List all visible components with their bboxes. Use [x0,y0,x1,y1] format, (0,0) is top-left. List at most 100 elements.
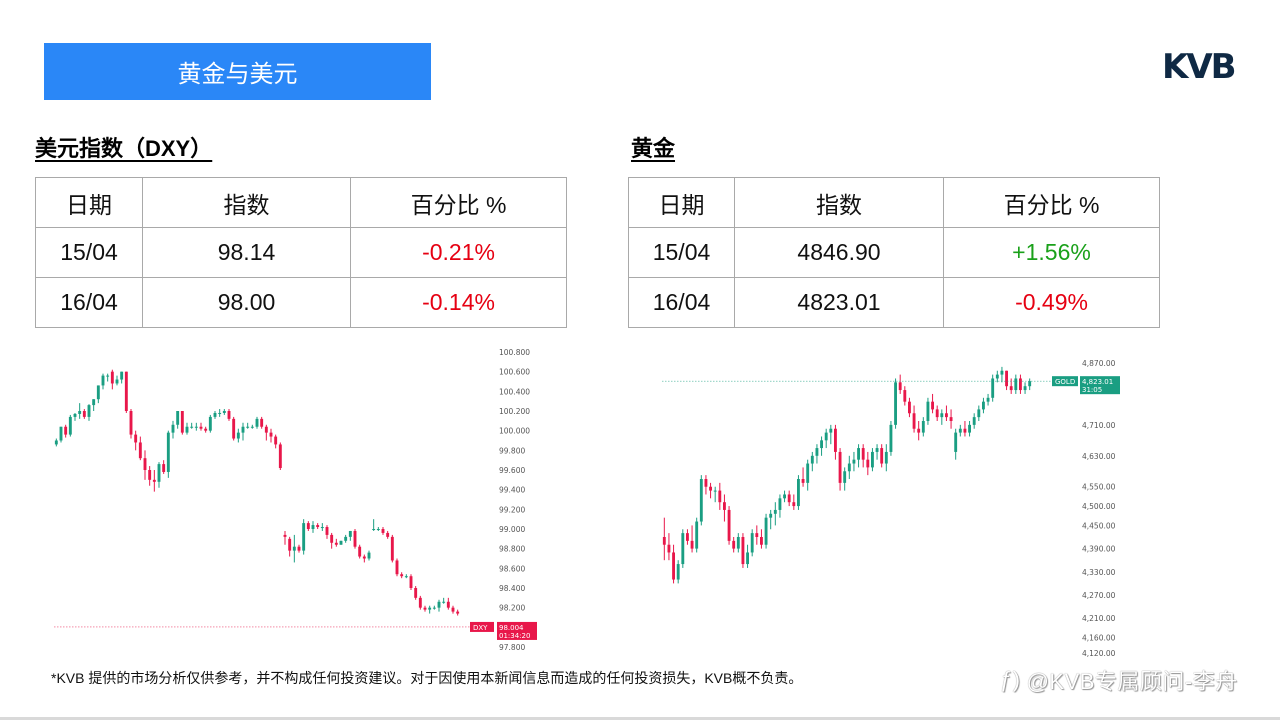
candle [829,424,833,445]
y-axis-tick: 4,630.00 [1082,452,1116,461]
candle [945,405,948,421]
header-index: 指数 [142,177,351,228]
countdown-label: 31:05 [1082,386,1102,394]
candle [96,385,100,404]
candle [709,482,712,499]
gold-table: 日期 指数 百分比 % 15/04 4846.90 +1.56% 16/04 4… [628,177,1160,328]
candle [87,404,91,421]
y-axis-tick: 4,450.00 [1082,521,1116,530]
cell-percent: -0.21% [350,227,567,278]
candle [797,475,800,510]
candle [727,506,731,545]
cell-date: 15/04 [35,227,143,278]
candle [78,403,82,419]
section-banner: 黄金与美元 [44,43,431,100]
candle [432,605,436,610]
candle [690,525,694,553]
cell-date: 15/04 [628,227,735,278]
candle [269,428,273,443]
candle [325,525,329,539]
y-axis-tick: 100.600 [499,368,530,377]
candle [982,397,985,414]
candle [894,378,897,429]
candle [306,521,310,531]
candle [442,597,446,604]
y-axis-tick: 99.400 [499,486,525,495]
symbol-tag: GOLD [1055,378,1075,386]
candle [395,558,399,577]
candle [316,523,320,529]
candle [672,544,675,584]
countdown-label: 01:34:20 [499,632,530,640]
price-label: 4,823.01 [1082,378,1113,386]
header-percent: 百分比 % [943,177,1160,228]
candle [662,517,666,561]
candle [917,421,921,441]
candle [376,527,380,531]
candle [283,530,287,545]
header-date: 日期 [35,177,143,228]
y-axis-tick: 4,120.00 [1082,649,1116,658]
candle [264,424,268,441]
candle [278,442,282,470]
y-axis-tick: 99.800 [499,446,525,455]
y-axis-tick: 4,210.00 [1082,614,1116,623]
candle [367,550,371,561]
candle [358,544,362,559]
candle [977,405,981,421]
candle [292,534,296,563]
symbol-tag: DXY [473,624,488,632]
candle [176,411,180,429]
candle [843,467,847,491]
candle [834,424,837,460]
candle [736,533,740,553]
candle [227,409,231,421]
candle [404,574,408,579]
logo-text: KVB [1162,47,1235,83]
cell-percent: -0.49% [943,277,1160,328]
candle [824,428,828,449]
candle [288,536,292,557]
candle [255,416,259,429]
candle [723,494,726,522]
candle [372,519,376,531]
candle [236,428,240,443]
candle [732,537,736,553]
candle [935,405,939,421]
candle [681,529,685,568]
candle [92,399,96,411]
y-axis-tick: 99.000 [499,525,525,534]
candle [676,560,680,584]
y-axis-tick: 4,500.00 [1082,502,1116,511]
candle [54,438,58,447]
y-axis-tick: 100.000 [499,427,530,436]
candle [339,540,343,545]
candle [171,420,175,439]
candle [414,586,418,600]
candle [847,455,851,479]
candle [381,527,385,535]
candle [162,460,166,474]
candle [297,544,301,553]
candle [348,530,352,541]
candle [311,521,315,533]
candle [386,530,390,539]
candle [718,482,722,510]
disclaimer-text: *KVB 提供的市场分析仅供参考，并不构成任何投资建议。对于因使用本新闻信息而造… [51,670,803,686]
candle [241,422,245,441]
candle [166,430,170,478]
candle [423,605,427,612]
kvb-logo: KVB [1162,47,1237,83]
candle [806,459,810,491]
candle [949,409,953,429]
cell-date: 16/04 [35,277,143,328]
candle [861,444,865,468]
candle [129,409,133,439]
candle [232,416,236,441]
candle [1023,382,1027,394]
candle [1000,366,1004,383]
candle [866,451,870,476]
candle [880,444,884,468]
candle [958,424,962,437]
